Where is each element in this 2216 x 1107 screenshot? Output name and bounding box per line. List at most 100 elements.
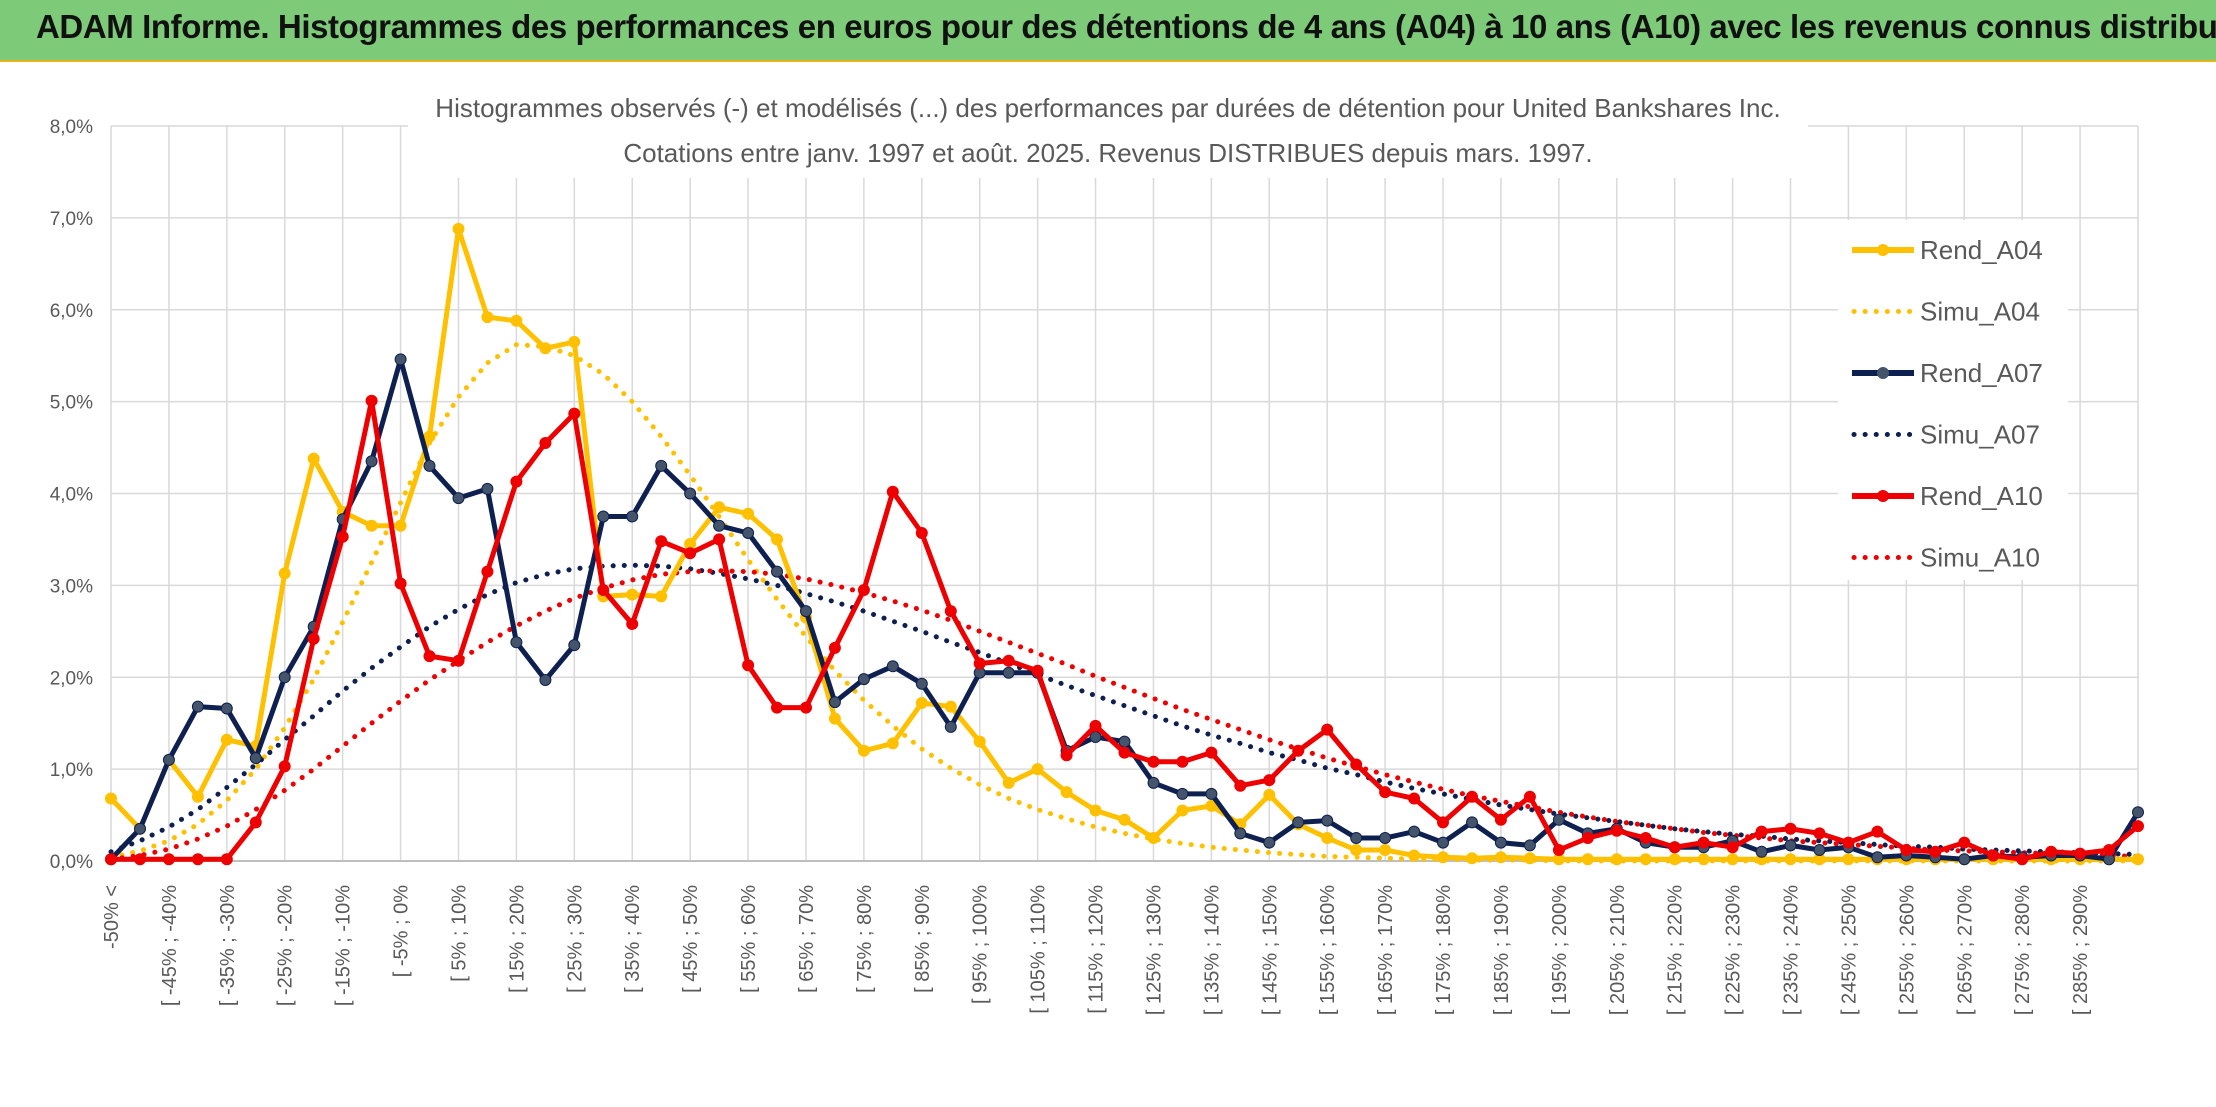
data-point-rend-a10: [1350, 758, 1363, 771]
data-point-rend-a10: [1060, 749, 1073, 762]
histogram-chart: 0,0% 1,0% 2,0% 3,0% 4,0% 5,0% 6,0% 7,0% 8,0% -50%…: [0, 62, 2216, 1102]
data-point-rend-a07: [249, 752, 262, 765]
legend-marker-rend-a07: [1877, 367, 1889, 379]
x-tick-label: [ 155% ; 160%: [1317, 885, 1339, 1015]
data-point-rend-a04: [1147, 832, 1160, 844]
data-point-rend-a04: [423, 430, 436, 443]
data-point-rend-a10: [742, 659, 755, 672]
x-tick-label: [ 125% ; 130%: [1143, 885, 1165, 1015]
y-tick-label: 5,0%: [50, 393, 93, 414]
data-point-rend-a04: [742, 507, 755, 520]
data-point-rend-a10: [1408, 792, 1421, 805]
data-point-rend-a07: [423, 459, 436, 472]
data-point-rend-a07: [1263, 836, 1276, 849]
data-point-rend-a10: [278, 760, 291, 773]
data-point-rend-a07: [1292, 816, 1305, 829]
data-point-rend-a10: [973, 657, 986, 670]
data-point-rend-a10: [2132, 820, 2144, 833]
data-point-rend-a10: [134, 853, 146, 866]
data-point-rend-a04: [1842, 853, 1855, 866]
data-point-rend-a10: [1581, 832, 1594, 844]
data-point-rend-a07: [191, 700, 204, 713]
data-point-rend-a10: [1292, 744, 1305, 757]
data-point-rend-a07: [886, 660, 899, 673]
data-point-rend-a07: [800, 605, 812, 618]
x-tick-label: [ 145% ; 150%: [1259, 885, 1281, 1015]
data-point-rend-a07: [1176, 787, 1189, 800]
data-point-rend-a07: [539, 674, 552, 686]
x-tick-label: [ -35% ; -30%: [217, 885, 239, 1006]
data-point-rend-a07: [1552, 813, 1565, 826]
y-tick-label: 3,0%: [50, 576, 93, 597]
data-point-rend-a10: [1668, 841, 1681, 854]
x-tick-label: [ 65% ; 70%: [796, 885, 818, 993]
data-point-rend-a10: [1900, 844, 1913, 856]
data-point-rend-a04: [568, 335, 581, 348]
data-point-rend-a07: [394, 353, 407, 366]
data-point-rend-a10: [597, 584, 610, 596]
data-point-rend-a04: [481, 311, 494, 324]
data-point-rend-a10: [1987, 849, 2000, 862]
data-point-rend-a10: [1379, 786, 1392, 799]
x-tick-label: [ 55% ; 60%: [738, 885, 760, 993]
x-tick-label: [ 215% ; 220%: [1665, 885, 1687, 1015]
data-point-rend-a04: [626, 588, 639, 601]
chart-subtitle: Cotations entre janv. 1997 et août. 2025…: [623, 138, 1592, 168]
data-point-rend-a04: [828, 712, 841, 725]
data-point-rend-a04: [1726, 853, 1739, 866]
data-point-rend-a04: [539, 342, 552, 355]
data-point-rend-a10: [2074, 847, 2087, 860]
data-point-rend-a07: [1437, 836, 1449, 849]
data-point-rend-a04: [1089, 804, 1102, 817]
data-point-rend-a07: [162, 753, 175, 766]
data-point-rend-a04: [1350, 844, 1363, 856]
data-point-rend-a07: [1958, 853, 1971, 866]
data-point-rend-a10: [1958, 836, 1971, 849]
x-tick-label: [ 185% ; 190%: [1491, 885, 1513, 1015]
y-tick-label: 7,0%: [50, 209, 93, 230]
data-point-rend-a07: [1466, 816, 1478, 829]
legend-label-simu-a04: Simu_A04: [1920, 297, 2040, 327]
data-point-rend-a10: [1321, 723, 1334, 736]
data-point-rend-a10: [1813, 827, 1826, 840]
data-point-rend-a10: [1437, 816, 1449, 829]
data-point-rend-a10: [423, 650, 436, 663]
data-point-rend-a04: [1610, 853, 1623, 866]
x-tick-label: [ 165% ; 170%: [1375, 885, 1397, 1015]
data-point-rend-a10: [1002, 654, 1015, 667]
chart-title-box: [408, 88, 1808, 178]
data-point-rend-a10: [162, 853, 175, 866]
data-point-rend-a10: [307, 632, 320, 645]
data-point-rend-a10: [1697, 836, 1710, 849]
x-tick-label: [ 85% ; 90%: [912, 885, 934, 993]
data-point-rend-a04: [857, 744, 870, 757]
data-point-rend-a04: [1002, 776, 1015, 789]
data-point-rend-a10: [771, 701, 783, 714]
data-point-rend-a07: [1408, 825, 1421, 838]
x-tick-label: [ 105% ; 110%: [1028, 885, 1050, 1014]
data-point-rend-a10: [1089, 719, 1102, 732]
data-point-rend-a10: [626, 618, 639, 630]
data-point-rend-a04: [1697, 853, 1710, 866]
data-point-rend-a07: [684, 487, 697, 500]
legend-label-rend-a07: Rend_A07: [1920, 358, 2043, 388]
data-point-rend-a04: [1494, 851, 1507, 864]
x-tick-label: [ 95% ; 100%: [970, 885, 992, 1004]
data-point-rend-a04: [713, 501, 726, 514]
y-tick-label: 4,0%: [50, 485, 93, 506]
data-point-rend-a07: [655, 459, 668, 472]
data-point-rend-a10: [944, 605, 957, 618]
data-point-rend-a07: [2132, 806, 2144, 819]
data-point-rend-a10: [857, 584, 870, 596]
report-banner: ADAM Informe. Histogrammes des performan…: [0, 0, 2216, 62]
data-point-rend-a07: [1813, 844, 1826, 856]
data-point-rend-a10: [1639, 832, 1652, 844]
data-point-rend-a10: [1263, 774, 1276, 787]
legend-marker-rend-a04: [1877, 244, 1889, 256]
data-point-rend-a10: [2045, 845, 2058, 858]
x-tick-label: [ -5% ; 0%: [391, 885, 413, 977]
y-tick-label: 0,0%: [50, 852, 93, 873]
x-tick-label: [ -45% ; -40%: [159, 885, 181, 1006]
data-point-rend-a10: [2016, 853, 2029, 866]
data-point-rend-a07: [915, 677, 928, 690]
